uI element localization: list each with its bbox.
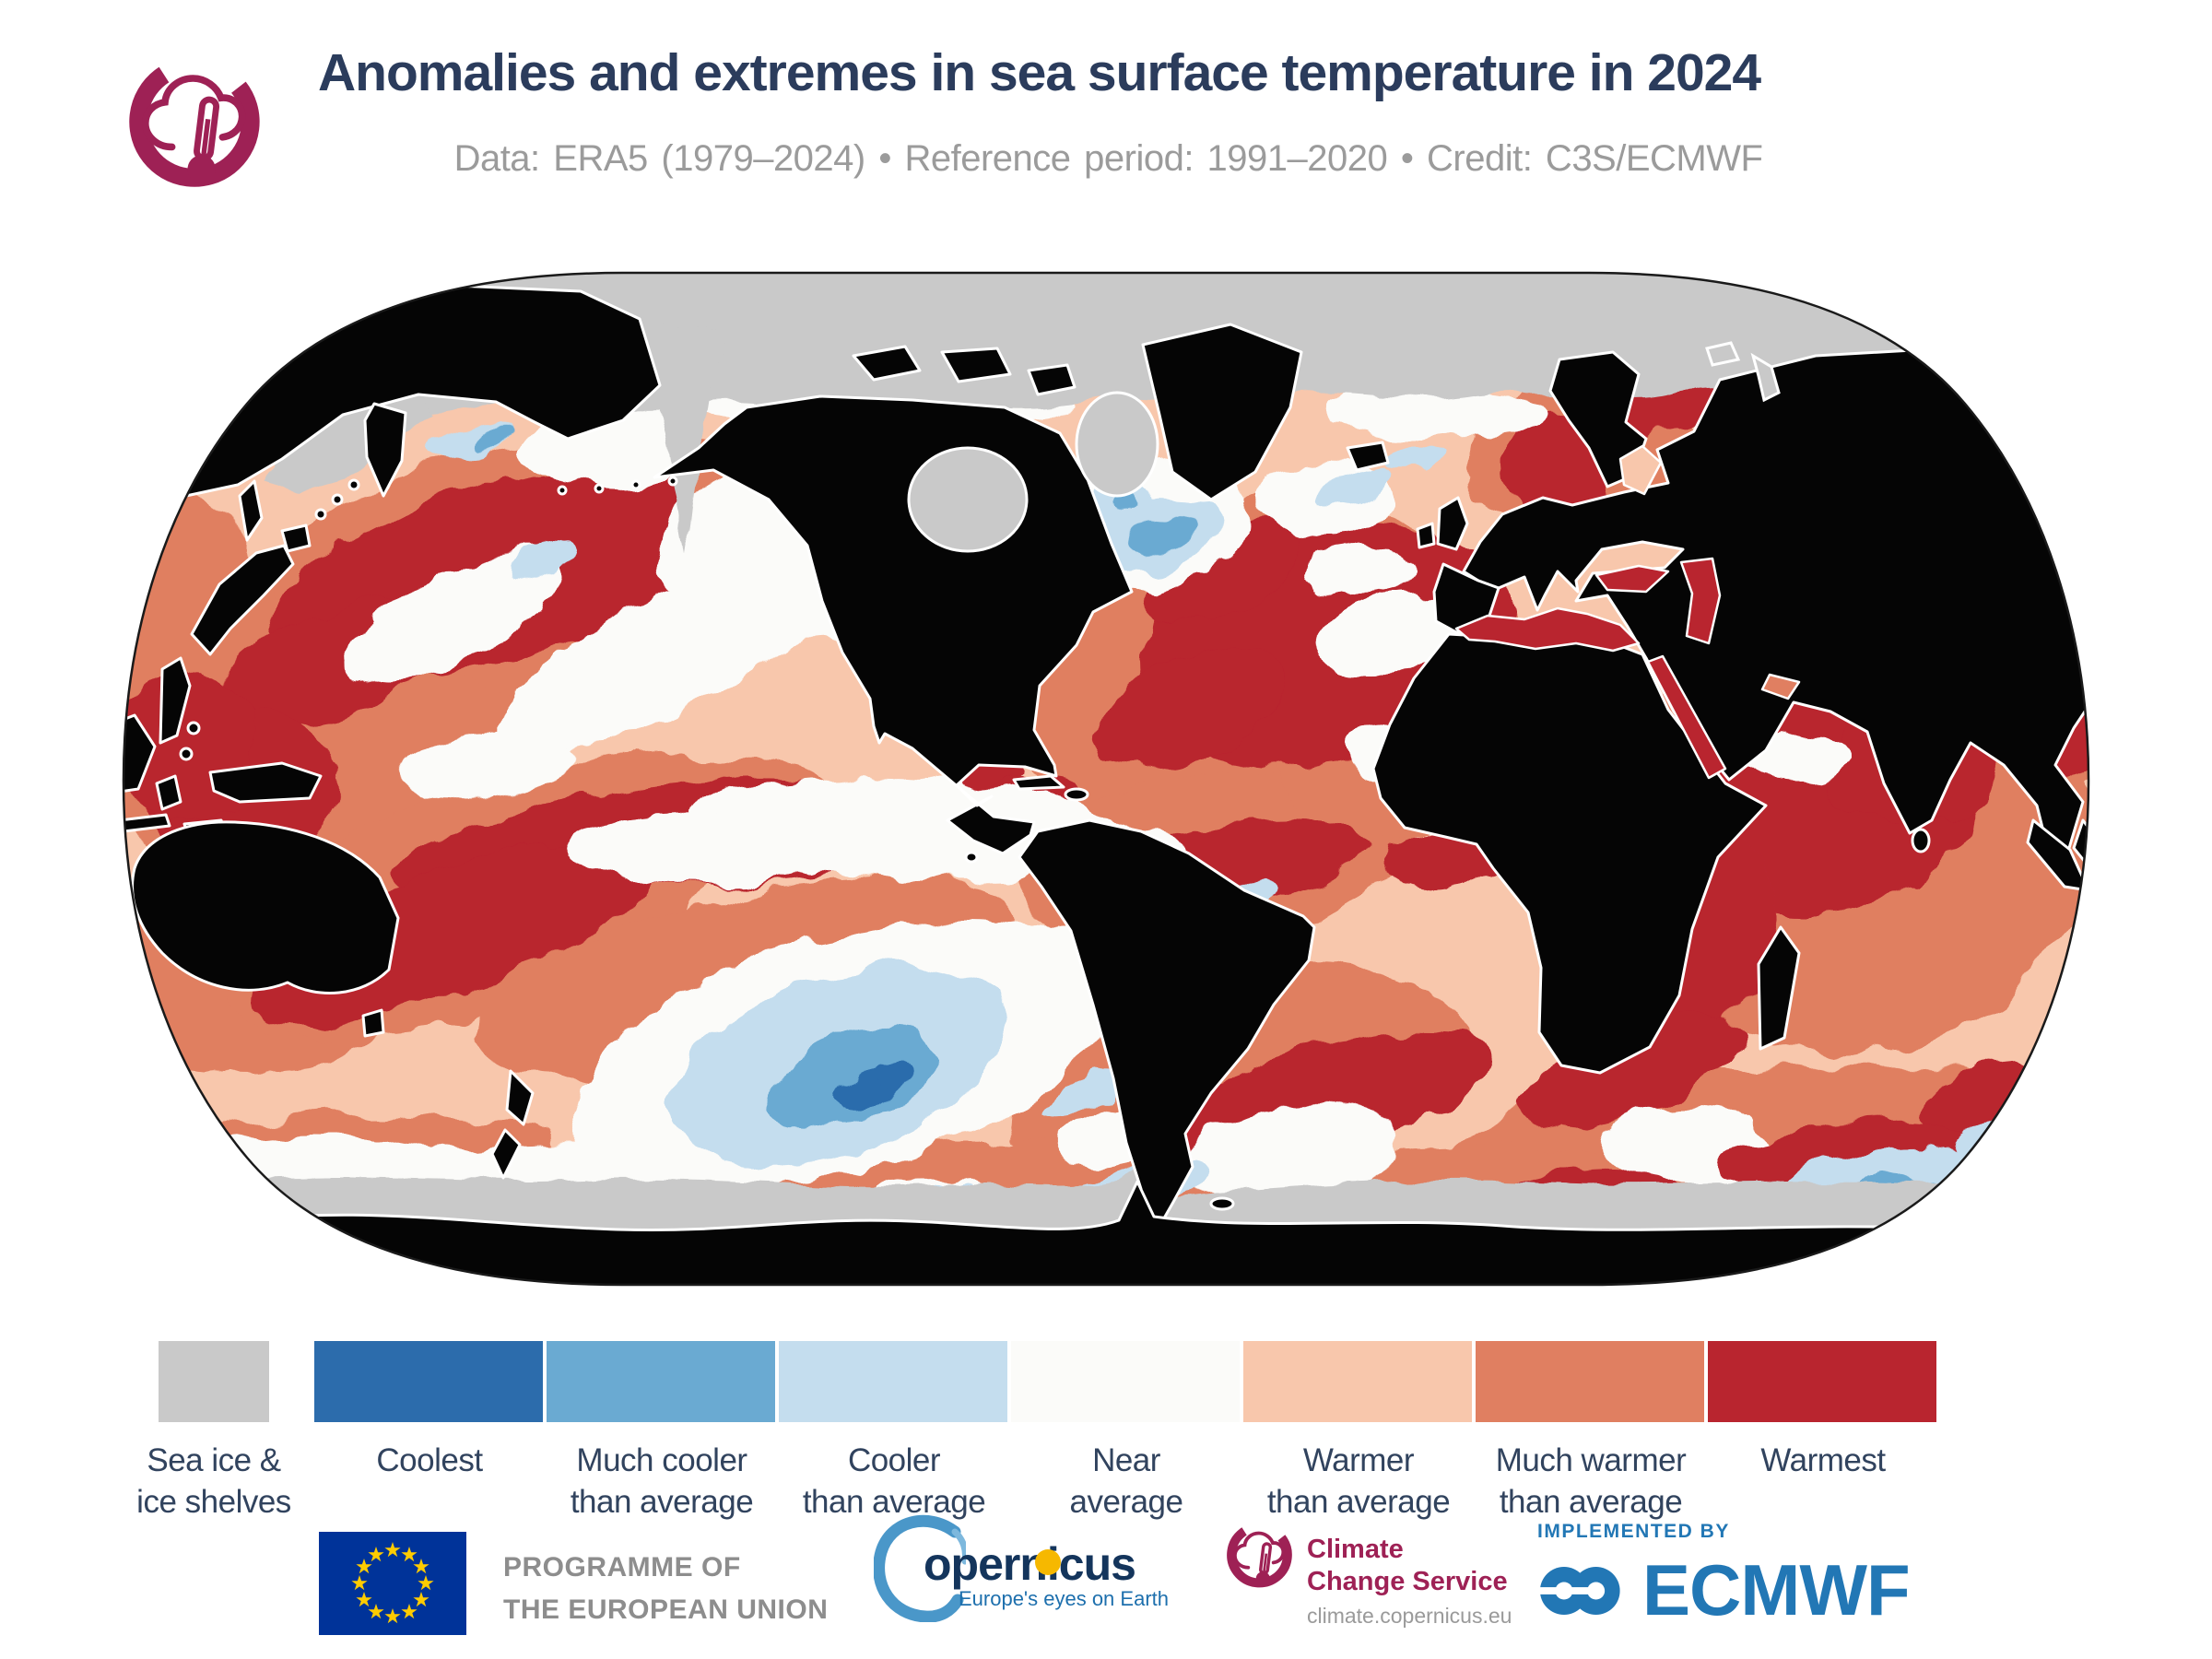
legend-label-coolest: Coolest <box>376 1442 483 1478</box>
legend-swatch-warmer <box>1243 1341 1472 1422</box>
land-greenland <box>1141 323 1303 501</box>
copernicus-c-swirl-icon <box>874 1514 966 1622</box>
legend-label-much-cooler: Much cooler than average <box>570 1442 754 1520</box>
land-sakhalin <box>238 479 264 542</box>
eu-flag <box>319 1532 466 1635</box>
mediterranean-sea <box>1454 606 1641 653</box>
projection-outline <box>122 271 2090 1287</box>
land-new-guinea <box>208 761 323 804</box>
copernicus-wordmark: opernicus <box>924 1538 1136 1590</box>
world-map <box>122 271 2090 1287</box>
c3s-line1: Climate <box>1307 1535 1404 1564</box>
eu-programme-line1: PROGRAMME OF <box>503 1552 741 1583</box>
climate-copernicus-url: climate.copernicus.eu <box>1307 1604 1512 1628</box>
climate-change-service-text: Climate Change Service <box>1307 1534 1508 1598</box>
land-japan <box>190 544 295 656</box>
copernicus-tagline: Europe's eyes on Earth <box>958 1587 1169 1610</box>
legend-label-warmer: Warmer than average <box>1266 1442 1451 1520</box>
eu-programme-text: PROGRAMME OF THE EUROPEAN UNION <box>503 1547 828 1631</box>
persian-gulf <box>1760 673 1801 700</box>
logo-ring <box>129 56 260 187</box>
legend-swatch-warmest <box>1708 1341 1936 1422</box>
legend-swatch-much-cooler <box>547 1341 775 1422</box>
implemented-by-label: IMPLEMENTED BY <box>1537 1521 1730 1542</box>
baffin-bay-ice <box>1075 391 1159 498</box>
land-africa <box>1371 630 1768 1075</box>
legend-swatch-sea-ice <box>159 1341 269 1422</box>
caspian-sea <box>1679 557 1722 645</box>
land-iberia <box>1432 562 1500 634</box>
land-uk <box>1436 496 1469 551</box>
land-south-america <box>1018 818 1316 1231</box>
land-australia <box>131 820 400 995</box>
land-iceland <box>1346 441 1390 472</box>
cloud-icon <box>141 75 246 151</box>
land-eurasia <box>1462 347 2088 859</box>
legend-label-warmest: Warmest <box>1760 1442 1886 1478</box>
ocean-coolest-regions <box>830 1068 914 1112</box>
legend-label-much-warmer: Much warmer than average <box>1495 1442 1687 1520</box>
page-subtitle: Data: ERA5 (1979–2024) • Reference perio… <box>453 138 1763 179</box>
legend-label-cooler: Cooler than average <box>802 1442 986 1520</box>
legend-swatch-coolest <box>314 1341 543 1422</box>
inland-seas <box>1454 444 1801 780</box>
land-kamchatka <box>363 402 407 498</box>
legend-swatch-cooler <box>779 1341 1007 1422</box>
red-sea <box>1646 654 1727 780</box>
c3s-footer-logo <box>1227 1522 1292 1588</box>
sea-ice-bays <box>907 341 1781 553</box>
page-title: Anomalies and extremes in sea surface te… <box>318 43 1761 102</box>
eu-programme-line2: THE EUROPEAN UNION <box>503 1594 829 1625</box>
legend-swatch-near-average <box>1011 1341 1240 1422</box>
legend-label-near-average: Near average <box>1069 1442 1183 1520</box>
land-madagascar <box>1757 925 1801 1051</box>
c3s-cloud-thermometer-logo <box>129 56 260 187</box>
copernicus-sun-icon <box>1035 1549 1061 1575</box>
ecmwf-interlocked-c-icon <box>1534 1566 1620 1615</box>
black-sea <box>1594 564 1670 594</box>
land-antarctica <box>124 1180 2088 1285</box>
legend-label-sea-ice: Sea ice & ice shelves <box>136 1442 291 1520</box>
hudson-bay-ice <box>907 446 1029 553</box>
ecmwf-wordmark: ECMWF <box>1642 1549 1911 1630</box>
ecmwf-logo-row: ECMWF <box>1534 1548 1911 1632</box>
c3s-line2: Change Service <box>1307 1567 1508 1596</box>
baltic-sea <box>1618 444 1663 496</box>
thermometer-icon <box>187 96 220 183</box>
land-new-zealand <box>505 1069 535 1126</box>
legend-swatch-much-warmer <box>1476 1341 1704 1422</box>
